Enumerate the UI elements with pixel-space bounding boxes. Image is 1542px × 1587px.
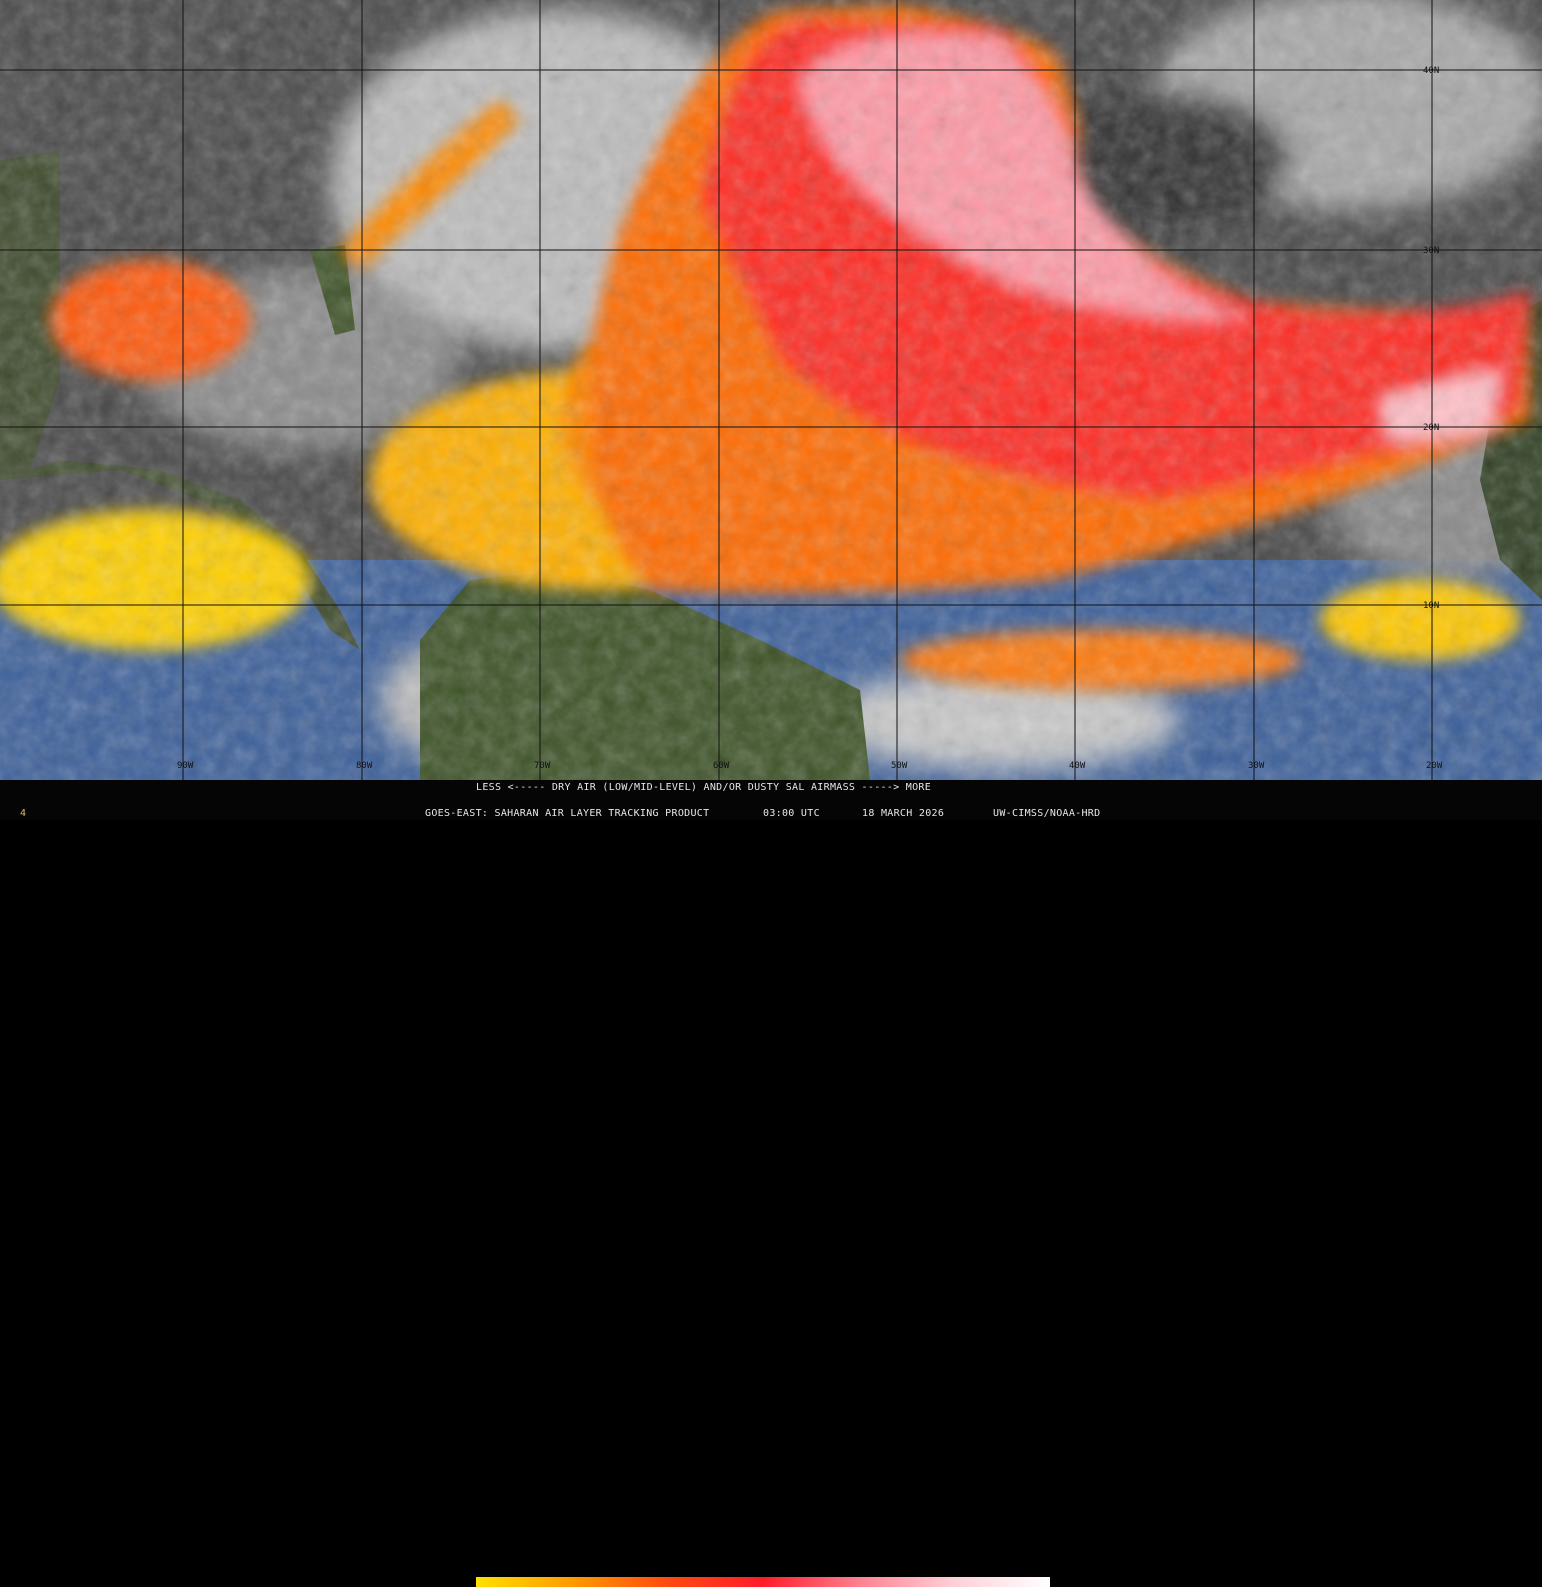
product-date: 18 MARCH 2026 [862,808,945,819]
legend-panel: LESS <----- DRY AIR (LOW/MID-LEVEL) AND/… [0,780,1542,1587]
satellite-map: 40N 30N 20N 10N 90W 80W 70W 60W 50W 40W 30W 20W [0,0,1542,780]
corner-mark: 4 [20,808,27,819]
longitude-label: 30W [1248,761,1265,771]
longitude-label: 60W [713,761,730,771]
product-time: 03:00 UTC [763,808,820,819]
latitude-label: 10N [1423,601,1439,611]
longitude-label: 90W [177,761,194,771]
legend-scale-title: LESS <----- DRY AIR (LOW/MID-LEVEL) AND/… [476,782,932,793]
longitude-label: 80W [356,761,373,771]
longitude-label: 40W [1069,761,1086,771]
latitude-label: 20N [1423,423,1439,433]
longitude-label: 20W [1426,761,1443,771]
legend-color-bar [476,1577,1050,1587]
product-name: GOES-EAST: SAHARAN AIR LAYER TRACKING PR… [425,808,710,819]
longitude-label: 50W [891,761,908,771]
texture [0,0,1542,780]
longitude-label: 70W [534,761,551,771]
product-credit: UW-CIMSS/NOAA-HRD [993,808,1101,819]
lat-lon-grid [0,0,1542,780]
latitude-label: 30N [1423,246,1439,256]
latitude-label: 40N [1423,66,1439,76]
